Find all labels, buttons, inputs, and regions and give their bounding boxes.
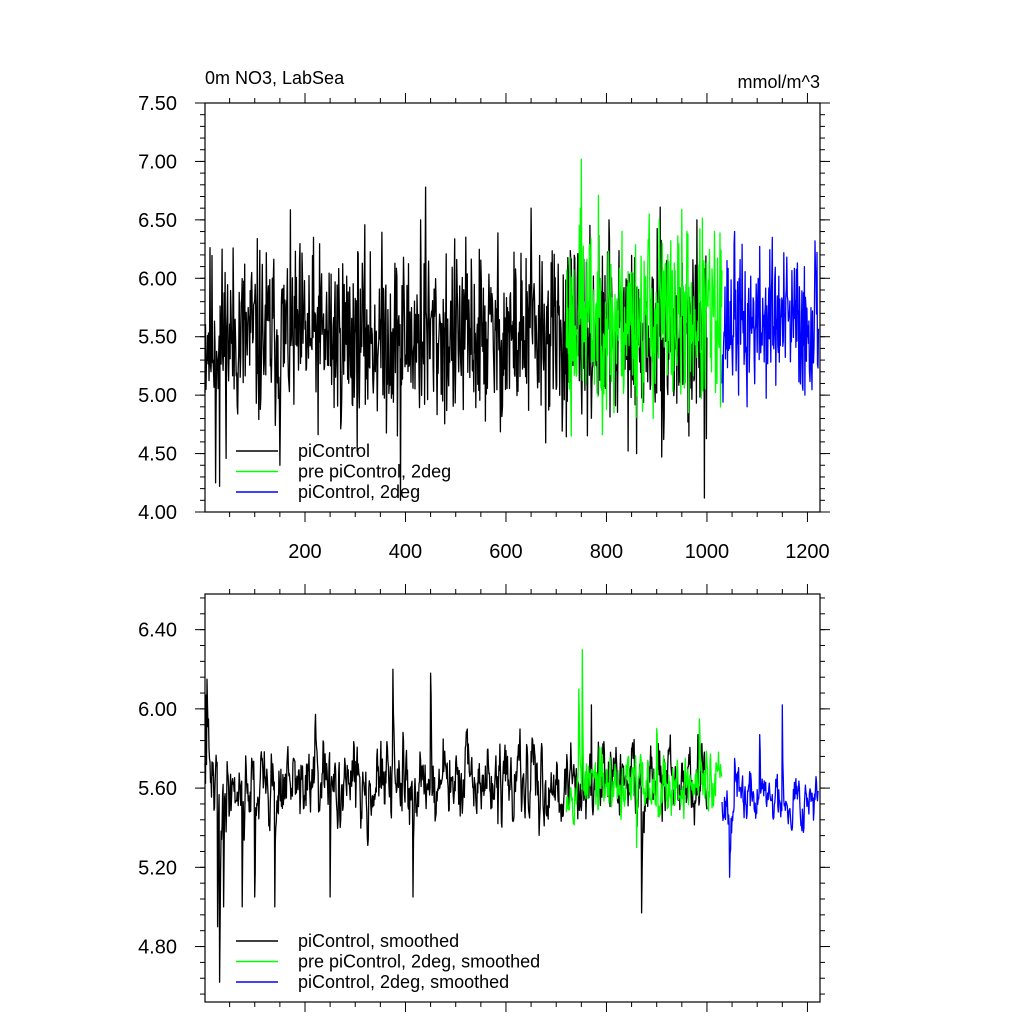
x-tick-label: 1200 bbox=[785, 541, 830, 563]
legend-label-0: piControl bbox=[298, 441, 370, 461]
y-tick-label: 6.50 bbox=[138, 210, 177, 232]
y-tick-label: 4.80 bbox=[138, 937, 177, 959]
x-tick-label: 200 bbox=[288, 541, 321, 563]
x-tick-label: 400 bbox=[389, 541, 422, 563]
legend-label-1: pre piControl, 2deg bbox=[298, 462, 451, 482]
x-tick-label: 600 bbox=[489, 541, 522, 563]
legend-label-2: piControl, 2deg bbox=[298, 482, 420, 502]
y-tick-label: 7.00 bbox=[138, 151, 177, 173]
legend-label-0: piControl, smoothed bbox=[298, 931, 459, 951]
legend-label-1: pre piControl, 2deg, smoothed bbox=[298, 952, 540, 972]
series-layer bbox=[204, 158, 820, 501]
y-tick-label: 5.50 bbox=[138, 327, 177, 349]
legend-label-2: piControl, 2deg, smoothed bbox=[298, 972, 509, 992]
series-layer bbox=[204, 648, 819, 983]
units-label: mmol/m^3 bbox=[738, 72, 820, 92]
y-tick-label: 4.50 bbox=[138, 444, 177, 466]
axes: 4.80 5.20 5.60 6.00 6.40 bbox=[138, 584, 830, 1012]
axes: 200 400 600 800 1000 1200 4.00 4.50 5.00 5.50 6.00… bbox=[138, 93, 830, 563]
series-line-2 bbox=[721, 230, 820, 408]
y-tick-label: 5.60 bbox=[138, 778, 177, 800]
y-tick-label: 7.50 bbox=[138, 93, 177, 115]
series-line-2 bbox=[721, 704, 819, 878]
y-tick-label: 6.00 bbox=[138, 699, 177, 721]
y-tick-label: 5.00 bbox=[138, 385, 177, 407]
y-tick-label: 5.20 bbox=[138, 857, 177, 879]
chart-title: 0m NO3, LabSea bbox=[205, 68, 345, 88]
x-tick-label: 1000 bbox=[685, 541, 730, 563]
series-line-0 bbox=[204, 186, 708, 501]
plot-frame bbox=[204, 102, 821, 513]
series-line-1 bbox=[565, 648, 723, 849]
y-tick-label: 6.40 bbox=[138, 620, 177, 642]
y-tick-label: 6.00 bbox=[138, 268, 177, 290]
y-tick-label: 4.00 bbox=[138, 502, 177, 524]
plot-frame bbox=[204, 593, 821, 1003]
series-line-1 bbox=[565, 158, 723, 437]
x-tick-label: 800 bbox=[590, 541, 623, 563]
